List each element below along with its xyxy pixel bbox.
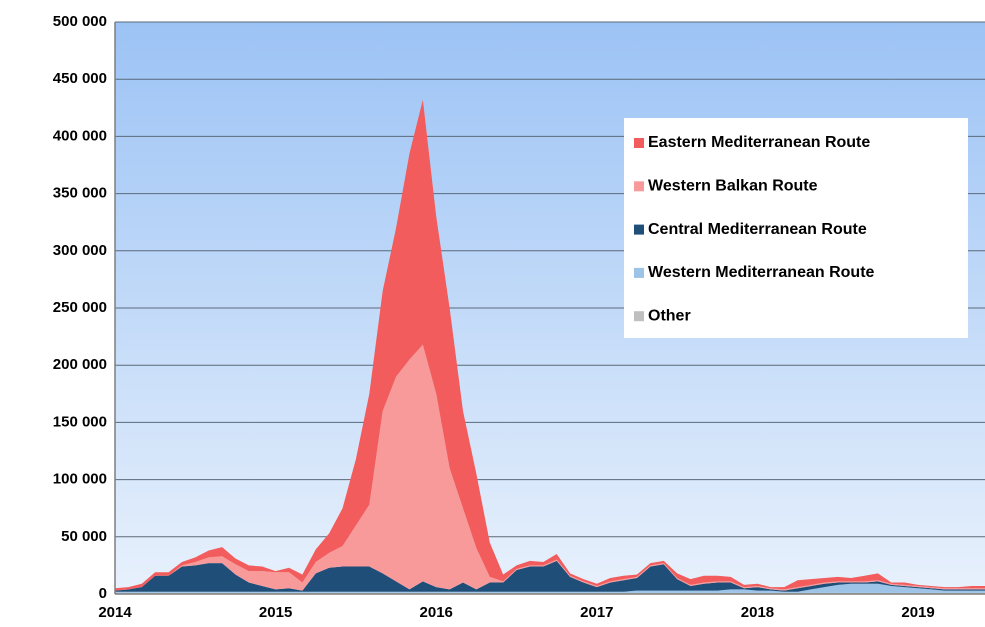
x-tick-label: 2018	[741, 604, 774, 621]
x-tick-label: 2019	[901, 604, 934, 621]
y-tick-label: 450 000	[53, 70, 107, 87]
legend-label: Eastern Mediterranean Route	[648, 134, 870, 151]
legend-label: Western Mediterranean Route	[648, 264, 875, 281]
legend-swatch	[634, 181, 644, 192]
x-tick-label: 2015	[259, 604, 292, 621]
y-tick-label: 250 000	[53, 299, 107, 316]
area	[115, 560, 985, 592]
legend-label: Central Mediterranean Route	[648, 221, 867, 238]
legend-swatch	[634, 267, 644, 278]
legend-label: Western Balkan Route	[648, 178, 818, 195]
y-tick-label: 100 000	[53, 471, 107, 488]
y-tick-label: 400 000	[53, 127, 107, 144]
x-tick-label: 2016	[420, 604, 453, 621]
legend-swatch	[634, 311, 644, 322]
y-tick-label: 200 000	[53, 356, 107, 373]
legend-swatch	[634, 224, 644, 235]
y-tick-label: 350 000	[53, 185, 107, 202]
y-tick-label: 500 000	[53, 13, 107, 30]
legend-swatch	[634, 138, 644, 148]
y-tick-label: 300 000	[53, 242, 107, 259]
y-tick-label: 0	[99, 585, 107, 602]
y-tick-label: 150 000	[53, 413, 107, 430]
y-tick-label: 50 000	[61, 528, 107, 545]
legend-box	[624, 118, 968, 338]
legend-label: Other	[648, 307, 691, 324]
x-tick-label: 2014	[98, 604, 132, 621]
x-tick-label: 2017	[580, 604, 613, 621]
